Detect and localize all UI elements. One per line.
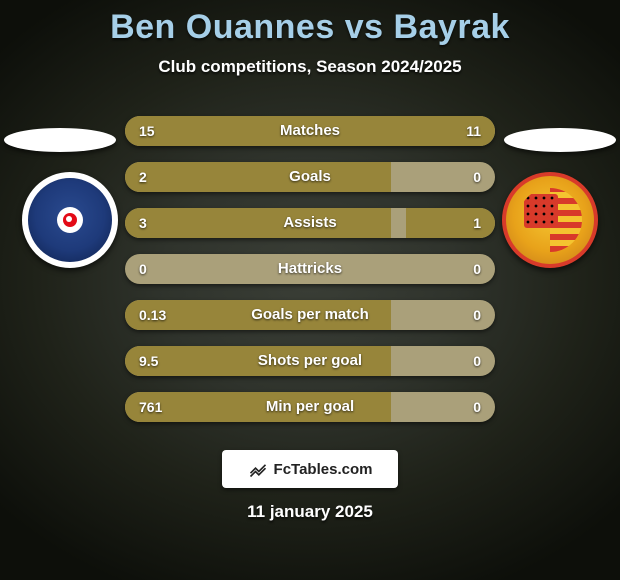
stat-left-value: 0 — [139, 254, 147, 284]
bar-track — [125, 254, 495, 284]
stat-right-value: 0 — [473, 162, 481, 192]
bar-left-fill — [125, 208, 391, 238]
footer-brand-text: FcTables.com — [274, 461, 373, 478]
stat-right-value: 0 — [473, 392, 481, 422]
stat-row: 9.5 Shots per goal 0 — [125, 346, 495, 376]
stat-left-value: 15 — [139, 116, 155, 146]
stat-right-value: 0 — [473, 300, 481, 330]
footer-date: 11 january 2025 — [0, 502, 620, 522]
stat-left-value: 2 — [139, 162, 147, 192]
stat-right-value: 11 — [466, 116, 481, 146]
stat-left-value: 3 — [139, 208, 147, 238]
stat-row: 761 Min per goal 0 — [125, 392, 495, 422]
stat-right-value: 1 — [473, 208, 481, 238]
stat-row: 0 Hattricks 0 — [125, 254, 495, 284]
stat-left-value: 0.13 — [139, 300, 166, 330]
subtitle: Club competitions, Season 2024/2025 — [0, 57, 620, 77]
fctables-logo-link[interactable]: FcTables.com — [222, 450, 398, 488]
bar-left-fill — [125, 346, 391, 376]
stat-right-value: 0 — [473, 346, 481, 376]
chart-icon — [248, 459, 268, 479]
stat-row: 15 Matches 11 — [125, 116, 495, 146]
bar-right-fill — [406, 208, 495, 238]
content-root: Ben Ouannes vs Bayrak Club competitions,… — [0, 0, 620, 580]
stat-row: 0.13 Goals per match 0 — [125, 300, 495, 330]
page-title: Ben Ouannes vs Bayrak — [0, 0, 620, 47]
bar-left-fill — [125, 162, 391, 192]
bar-left-fill — [125, 392, 391, 422]
stat-row: 3 Assists 1 — [125, 208, 495, 238]
stat-right-value: 0 — [473, 254, 481, 284]
stat-row: 2 Goals 0 — [125, 162, 495, 192]
bar-left-fill — [125, 116, 332, 146]
stats-chart: 15 Matches 11 2 Goals 0 3 Assists 1 0 Ha… — [0, 116, 620, 438]
stat-left-value: 761 — [139, 392, 162, 422]
stat-left-value: 9.5 — [139, 346, 158, 376]
